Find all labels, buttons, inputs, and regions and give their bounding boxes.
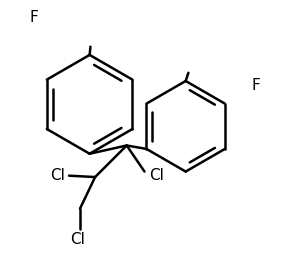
Text: Cl: Cl <box>148 168 164 183</box>
Text: Cl: Cl <box>70 232 85 248</box>
Text: F: F <box>251 78 260 93</box>
Text: Cl: Cl <box>50 168 65 183</box>
Text: F: F <box>30 10 38 25</box>
